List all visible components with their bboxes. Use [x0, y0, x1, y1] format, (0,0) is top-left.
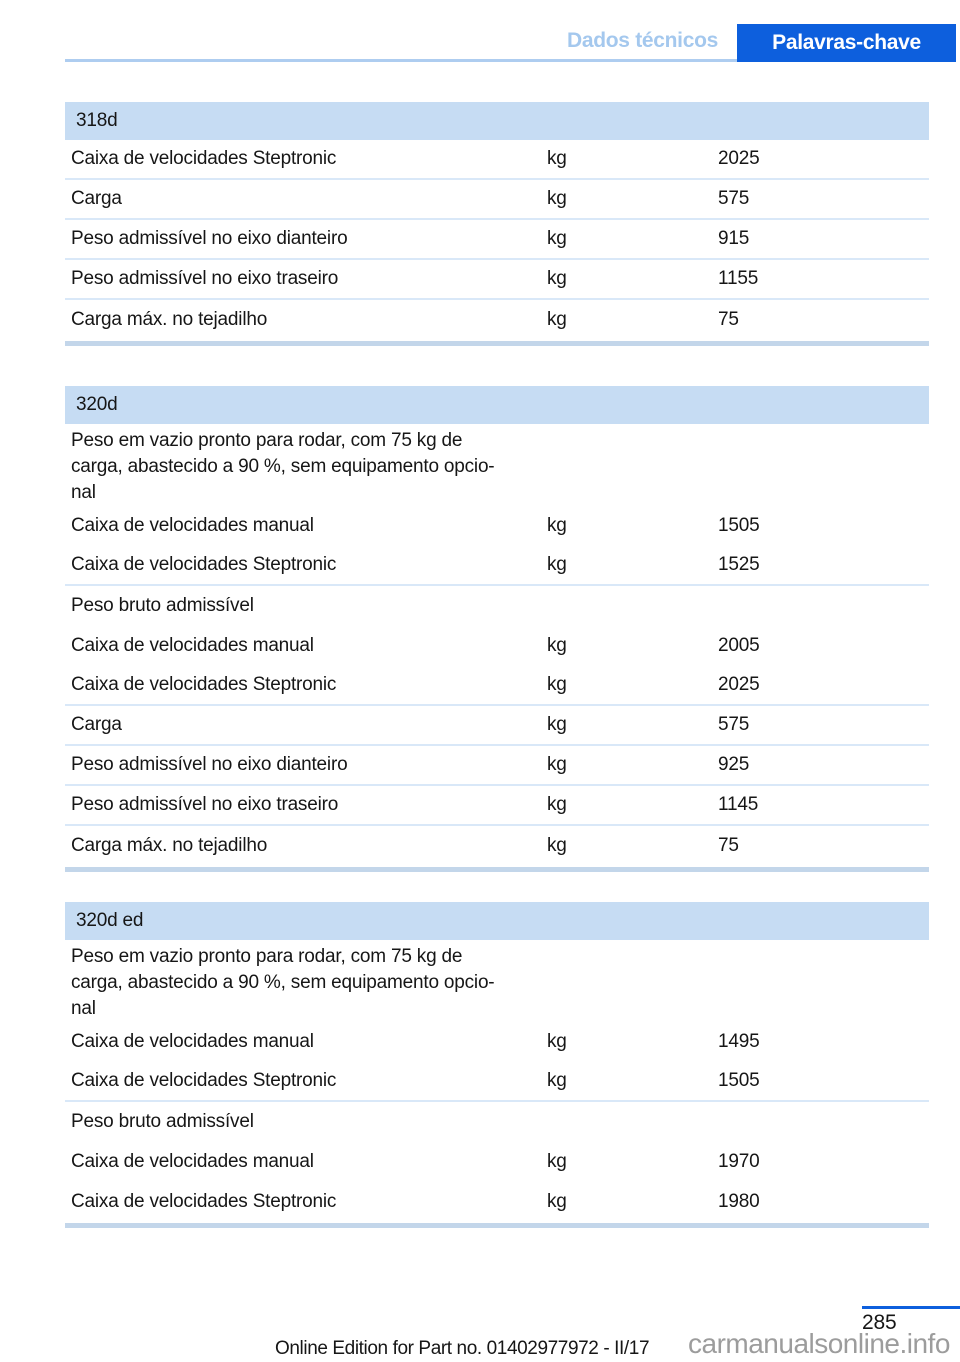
row-value: 2025 [718, 148, 760, 169]
row-unit: kg [547, 1151, 567, 1172]
row-unit: kg [547, 268, 567, 289]
table-row: Caixa de velocidades Steptronic kg 1505 [65, 1062, 929, 1102]
table-row: Caixa de velocidades manual kg 2005 [65, 626, 929, 666]
table-row: Caixa de velocidades Steptronic kg 1525 [65, 546, 929, 586]
table-end-bar [65, 341, 929, 346]
row-value: 2025 [718, 674, 760, 695]
table-row: Peso admissível no eixo traseiro kg 1155 [65, 260, 929, 300]
table-row: Peso admissível no eixo dianteiro kg 915 [65, 220, 929, 260]
row-unit: kg [547, 674, 567, 695]
row-value: 915 [718, 228, 750, 249]
row-label: Carga [71, 714, 122, 735]
section-title: 318d [76, 110, 118, 131]
edition-text: Online Edition for Part no. 01402977972 … [275, 1338, 650, 1359]
row-value: 75 [718, 309, 739, 330]
row-label: Caixa de velocidades manual [71, 635, 314, 656]
table-row: Caixa de velocidades manual kg 1505 [65, 506, 929, 546]
row-label: Caixa de velocidades manual [71, 515, 314, 536]
data-table-section: 320d Peso em vazio pronto para rodar, co… [65, 386, 929, 872]
row-label: Peso admissível no eixo dianteiro [71, 754, 348, 775]
section-header: 318d [65, 102, 929, 140]
row-label: Peso admissível no eixo traseiro [71, 268, 339, 289]
row-value: 575 [718, 714, 750, 735]
row-unit: kg [547, 148, 567, 169]
row-value: 1970 [718, 1151, 760, 1172]
table-row: Peso admissível no eixo traseiro kg 1145 [65, 786, 929, 826]
page-number: 285 [862, 1311, 897, 1334]
row-value: 1145 [718, 794, 759, 815]
row-value: 1525 [718, 554, 760, 575]
section-title: 320d [76, 394, 118, 415]
row-label: Carga máx. no tejadilho [71, 309, 268, 330]
row-value: 1155 [718, 268, 759, 289]
row-label: Carga máx. no tejadilho [71, 835, 268, 856]
watermark-text: carmanualsonline.info [688, 1328, 950, 1359]
section-description: Peso em vazio pronto para rodar, com 75 … [71, 946, 495, 1019]
row-label: Caixa de velocidades Steptronic [71, 1070, 337, 1091]
row-value: 1505 [718, 515, 760, 536]
row-value: 1495 [718, 1031, 760, 1052]
row-unit: kg [547, 554, 567, 575]
row-value: 925 [718, 754, 750, 775]
tab-dados-tecnicos[interactable]: Dados técnicos [566, 29, 718, 52]
table-row: Peso admissível no eixo dianteiro kg 925 [65, 746, 929, 786]
row-unit: kg [547, 635, 567, 656]
table-row: Caixa de velocidades manual kg 1970 [65, 1142, 929, 1182]
row-value: 75 [718, 835, 739, 856]
row-unit: kg [547, 228, 567, 249]
table-row: Caixa de velocidades Steptronic kg 1980 [65, 1182, 929, 1222]
row-label: Caixa de velocidades Steptronic [71, 674, 337, 695]
row-label: Caixa de velocidades manual [71, 1151, 314, 1172]
tab-palavras-chave[interactable]: Palavras-chave [737, 24, 956, 62]
table-row: Carga máx. no tejadilho kg 75 [65, 826, 929, 866]
section-title: 320d ed [76, 910, 144, 931]
table-row: Caixa de velocidades manual kg 1495 [65, 1022, 929, 1062]
row-label: Caixa de velocidades manual [71, 1031, 314, 1052]
table-row: Peso bruto admissível [65, 586, 929, 626]
row-label: Caixa de velocidades Steptronic [71, 148, 337, 169]
row-unit: kg [547, 794, 567, 815]
row-unit: kg [547, 188, 567, 209]
row-label: Peso admissível no eixo dianteiro [71, 228, 348, 249]
data-table-section: 320d ed Peso em vazio pronto para rodar,… [65, 902, 929, 1228]
table-row: Caixa de velocidades Steptronic kg 2025 [65, 140, 929, 180]
header-rule [65, 59, 956, 62]
section-description: Peso em vazio pronto para rodar, com 75 … [71, 430, 495, 503]
row-label: Caixa de velocidades Steptronic [71, 554, 337, 575]
row-unit: kg [547, 1191, 567, 1212]
row-label: Peso bruto admissível [71, 1111, 254, 1132]
row-label: Peso admissível no eixo traseiro [71, 794, 339, 815]
row-unit: kg [547, 754, 567, 775]
row-value: 1980 [718, 1191, 760, 1212]
row-unit: kg [547, 515, 567, 536]
sections-container: 318d Caixa de velocidades Steptronic kg … [65, 102, 929, 1228]
row-value: 2005 [718, 635, 760, 656]
table-row: Caixa de velocidades Steptronic kg 2025 [65, 666, 929, 706]
table-end-bar [65, 867, 929, 872]
footer-rule [862, 1306, 960, 1309]
row-label: Caixa de velocidades Steptronic [71, 1191, 337, 1212]
row-value: 1505 [718, 1070, 760, 1091]
row-unit: kg [547, 1070, 567, 1091]
section-header: 320d ed [65, 902, 929, 940]
row-label: Carga [71, 188, 122, 209]
row-value: 575 [718, 188, 750, 209]
table-row: Peso bruto admissível [65, 1102, 929, 1142]
section-header: 320d [65, 386, 929, 424]
data-table-section: 318d Caixa de velocidades Steptronic kg … [65, 102, 929, 346]
table-row: Carga máx. no tejadilho kg 75 [65, 300, 929, 340]
row-unit: kg [547, 1031, 567, 1052]
row-label: Peso bruto admissível [71, 595, 254, 616]
table-end-bar [65, 1223, 929, 1228]
row-unit: kg [547, 835, 567, 856]
row-unit: kg [547, 714, 567, 735]
table-row: Carga kg 575 [65, 180, 929, 220]
row-unit: kg [547, 309, 567, 330]
table-row: Carga kg 575 [65, 706, 929, 746]
